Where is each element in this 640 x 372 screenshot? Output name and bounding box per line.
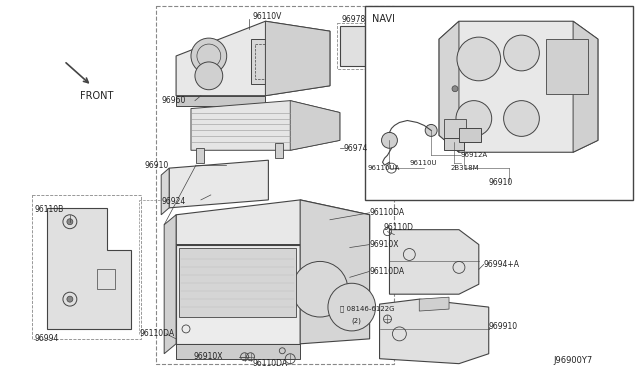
Text: 96960: 96960 (161, 96, 186, 105)
Circle shape (292, 262, 348, 317)
Polygon shape (47, 208, 131, 329)
Circle shape (456, 101, 492, 137)
Text: 96110DA: 96110DA (370, 208, 404, 217)
Polygon shape (439, 21, 598, 152)
Text: 96910X: 96910X (370, 240, 399, 249)
Circle shape (195, 62, 223, 90)
Polygon shape (176, 200, 370, 244)
Polygon shape (176, 244, 300, 344)
Circle shape (67, 296, 73, 302)
Text: Ⓑ 08146-6122G: Ⓑ 08146-6122G (340, 306, 394, 312)
Polygon shape (380, 299, 489, 364)
Circle shape (504, 35, 540, 71)
Bar (275, 143, 284, 158)
Bar (459, 128, 481, 142)
Text: 96910: 96910 (145, 161, 168, 170)
Bar (444, 138, 464, 150)
Circle shape (191, 38, 227, 74)
Bar (32, 195, 141, 339)
Polygon shape (439, 21, 459, 152)
Text: 96910: 96910 (489, 177, 513, 186)
Text: 96974: 96974 (344, 144, 368, 153)
Text: 96924: 96924 (161, 198, 186, 206)
Text: 96110UA: 96110UA (367, 165, 400, 171)
Polygon shape (266, 21, 330, 96)
Bar (547, 39, 588, 94)
Text: 969910: 969910 (489, 323, 518, 331)
Bar (97, 269, 115, 289)
Circle shape (452, 86, 458, 92)
Polygon shape (290, 101, 340, 150)
Polygon shape (390, 230, 479, 294)
Bar (250, 39, 315, 84)
Bar (179, 247, 296, 317)
Polygon shape (176, 96, 266, 106)
Text: 96110U: 96110U (410, 160, 437, 166)
Text: 96110DA: 96110DA (253, 359, 287, 368)
Text: 96994+A: 96994+A (484, 260, 520, 269)
Bar (444, 119, 466, 140)
Polygon shape (169, 160, 268, 208)
Text: 96110DA: 96110DA (370, 267, 404, 276)
Text: (2): (2) (352, 318, 362, 324)
Bar (340, 26, 399, 66)
Text: 96110D: 96110D (383, 223, 413, 232)
Text: 2B318M: 2B318M (451, 165, 479, 171)
Bar (365, 6, 633, 200)
Text: 96912A: 96912A (461, 152, 488, 158)
Polygon shape (573, 21, 598, 152)
Polygon shape (161, 168, 169, 215)
Text: 96110DA: 96110DA (140, 329, 175, 339)
Circle shape (425, 125, 437, 137)
Text: 96110V: 96110V (253, 12, 282, 21)
Circle shape (67, 219, 73, 225)
Text: J96900Y7: J96900Y7 (553, 356, 593, 365)
Text: 96994: 96994 (34, 334, 58, 343)
Text: 96910X: 96910X (194, 352, 223, 361)
Circle shape (328, 283, 376, 331)
Polygon shape (176, 21, 330, 96)
Text: 96110B: 96110B (34, 205, 63, 214)
Bar (156, 6, 394, 364)
Polygon shape (176, 344, 300, 359)
Text: NAVI: NAVI (372, 14, 394, 24)
Text: FRONT: FRONT (80, 91, 113, 101)
Polygon shape (300, 200, 370, 344)
Polygon shape (164, 215, 176, 354)
Text: 96978: 96978 (342, 15, 366, 24)
Circle shape (504, 101, 540, 137)
Circle shape (381, 132, 397, 148)
Bar (196, 148, 204, 163)
Bar (255, 44, 310, 79)
Polygon shape (191, 101, 340, 150)
Bar (337, 23, 403, 69)
Polygon shape (419, 297, 449, 311)
Circle shape (457, 37, 500, 81)
